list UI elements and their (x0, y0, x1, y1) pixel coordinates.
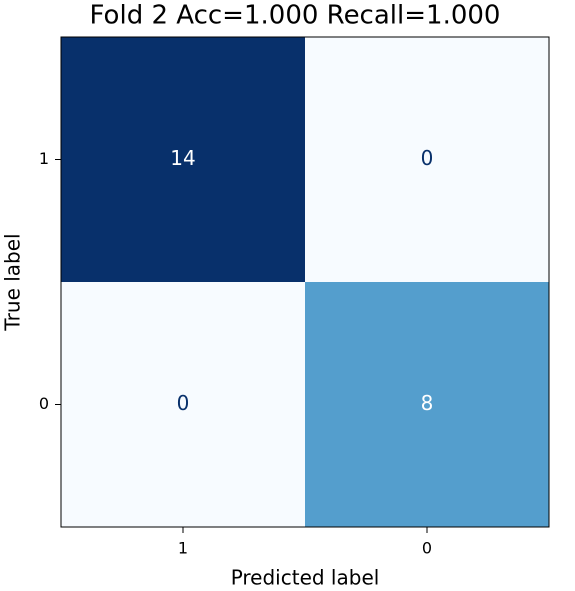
cell (61, 37, 305, 282)
cell-label: 0 (177, 391, 190, 415)
chart-title: Fold 2 Acc=1.000 Recall=1.000 (90, 1, 501, 31)
cell (305, 37, 549, 282)
x-axis-label: Predicted label (231, 566, 380, 590)
cell-label: 14 (170, 146, 195, 170)
y-axis-label: True label (1, 233, 25, 331)
x-tick-label: 1 (178, 539, 188, 558)
cell-label: 0 (421, 146, 434, 170)
cell-label: 8 (421, 391, 434, 415)
cell (305, 282, 549, 527)
y-tick-label: 0 (39, 394, 49, 413)
x-tick-label: 0 (422, 539, 432, 558)
y-tick-label: 1 (39, 149, 49, 168)
cell (61, 282, 305, 527)
plot-frame (60, 36, 550, 528)
